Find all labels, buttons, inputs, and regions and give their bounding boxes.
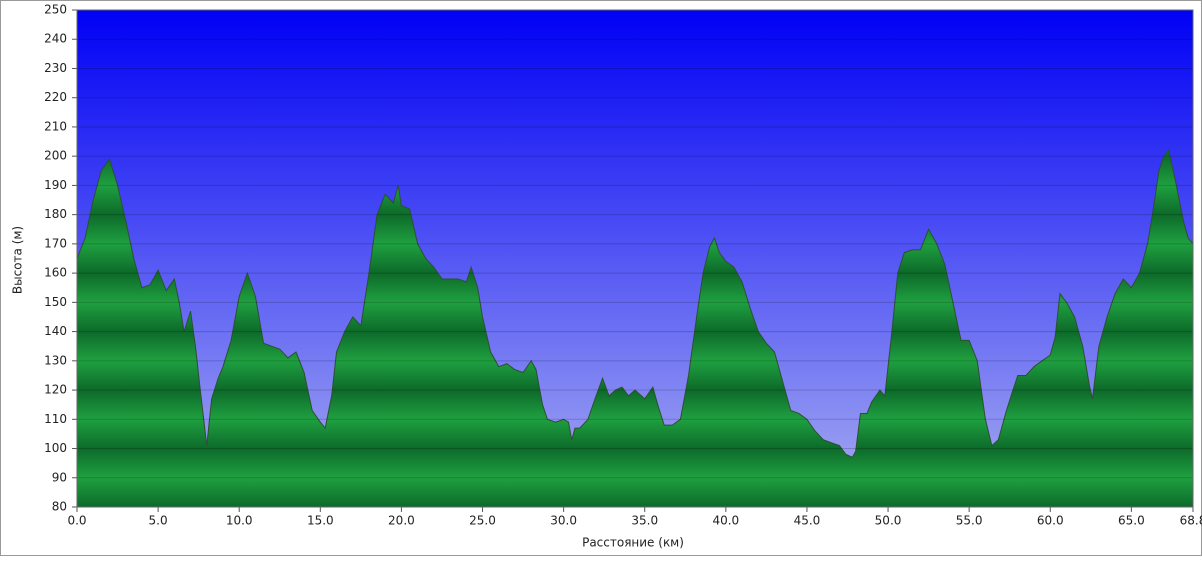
y-tick-label: 190 [44,178,67,192]
y-tick-label: 250 [44,3,67,17]
x-tick-label: 20.0 [388,514,415,528]
y-tick-label: 170 [44,236,67,250]
y-tick-label: 160 [44,266,67,280]
x-tick-label: 55.0 [956,514,983,528]
x-tick-label: 60.0 [1037,514,1064,528]
x-tick-label: 0.0 [67,514,86,528]
y-tick-label: 110 [44,412,67,426]
y-tick-label: 230 [44,61,67,75]
y-axis-label: Высота (м) [11,226,25,294]
x-tick-label: 10.0 [226,514,253,528]
y-tick-label: 90 [52,470,67,484]
y-tick-label: 100 [44,441,67,455]
x-tick-label: 50.0 [875,514,902,528]
y-tick-label: 130 [44,353,67,367]
y-tick-label: 80 [52,500,67,514]
y-tick-label: 220 [44,90,67,104]
x-axis-label: Расстояние (км) [582,536,684,550]
x-tick-label: 65.0 [1118,514,1145,528]
x-tick-label: 40.0 [712,514,739,528]
plot-border [76,9,1194,508]
x-tick-label: 35.0 [631,514,658,528]
y-tick-label: 180 [44,207,67,221]
x-tick-label: 25.0 [469,514,496,528]
x-tick-label: 45.0 [794,514,821,528]
y-tick-label: 200 [44,149,67,163]
y-tick-label: 210 [44,119,67,133]
x-tick-label: 30.0 [550,514,577,528]
y-tick-label: 120 [44,383,67,397]
x-tick-label: 68.8 [1180,514,1202,528]
elevation-line [76,149,1194,458]
y-tick-label: 240 [44,32,67,46]
x-tick-label: 5.0 [149,514,168,528]
y-tick-label: 150 [44,295,67,309]
y-tick-label: 140 [44,324,67,338]
x-tick-label: 15.0 [307,514,334,528]
elevation-area [77,150,1193,507]
